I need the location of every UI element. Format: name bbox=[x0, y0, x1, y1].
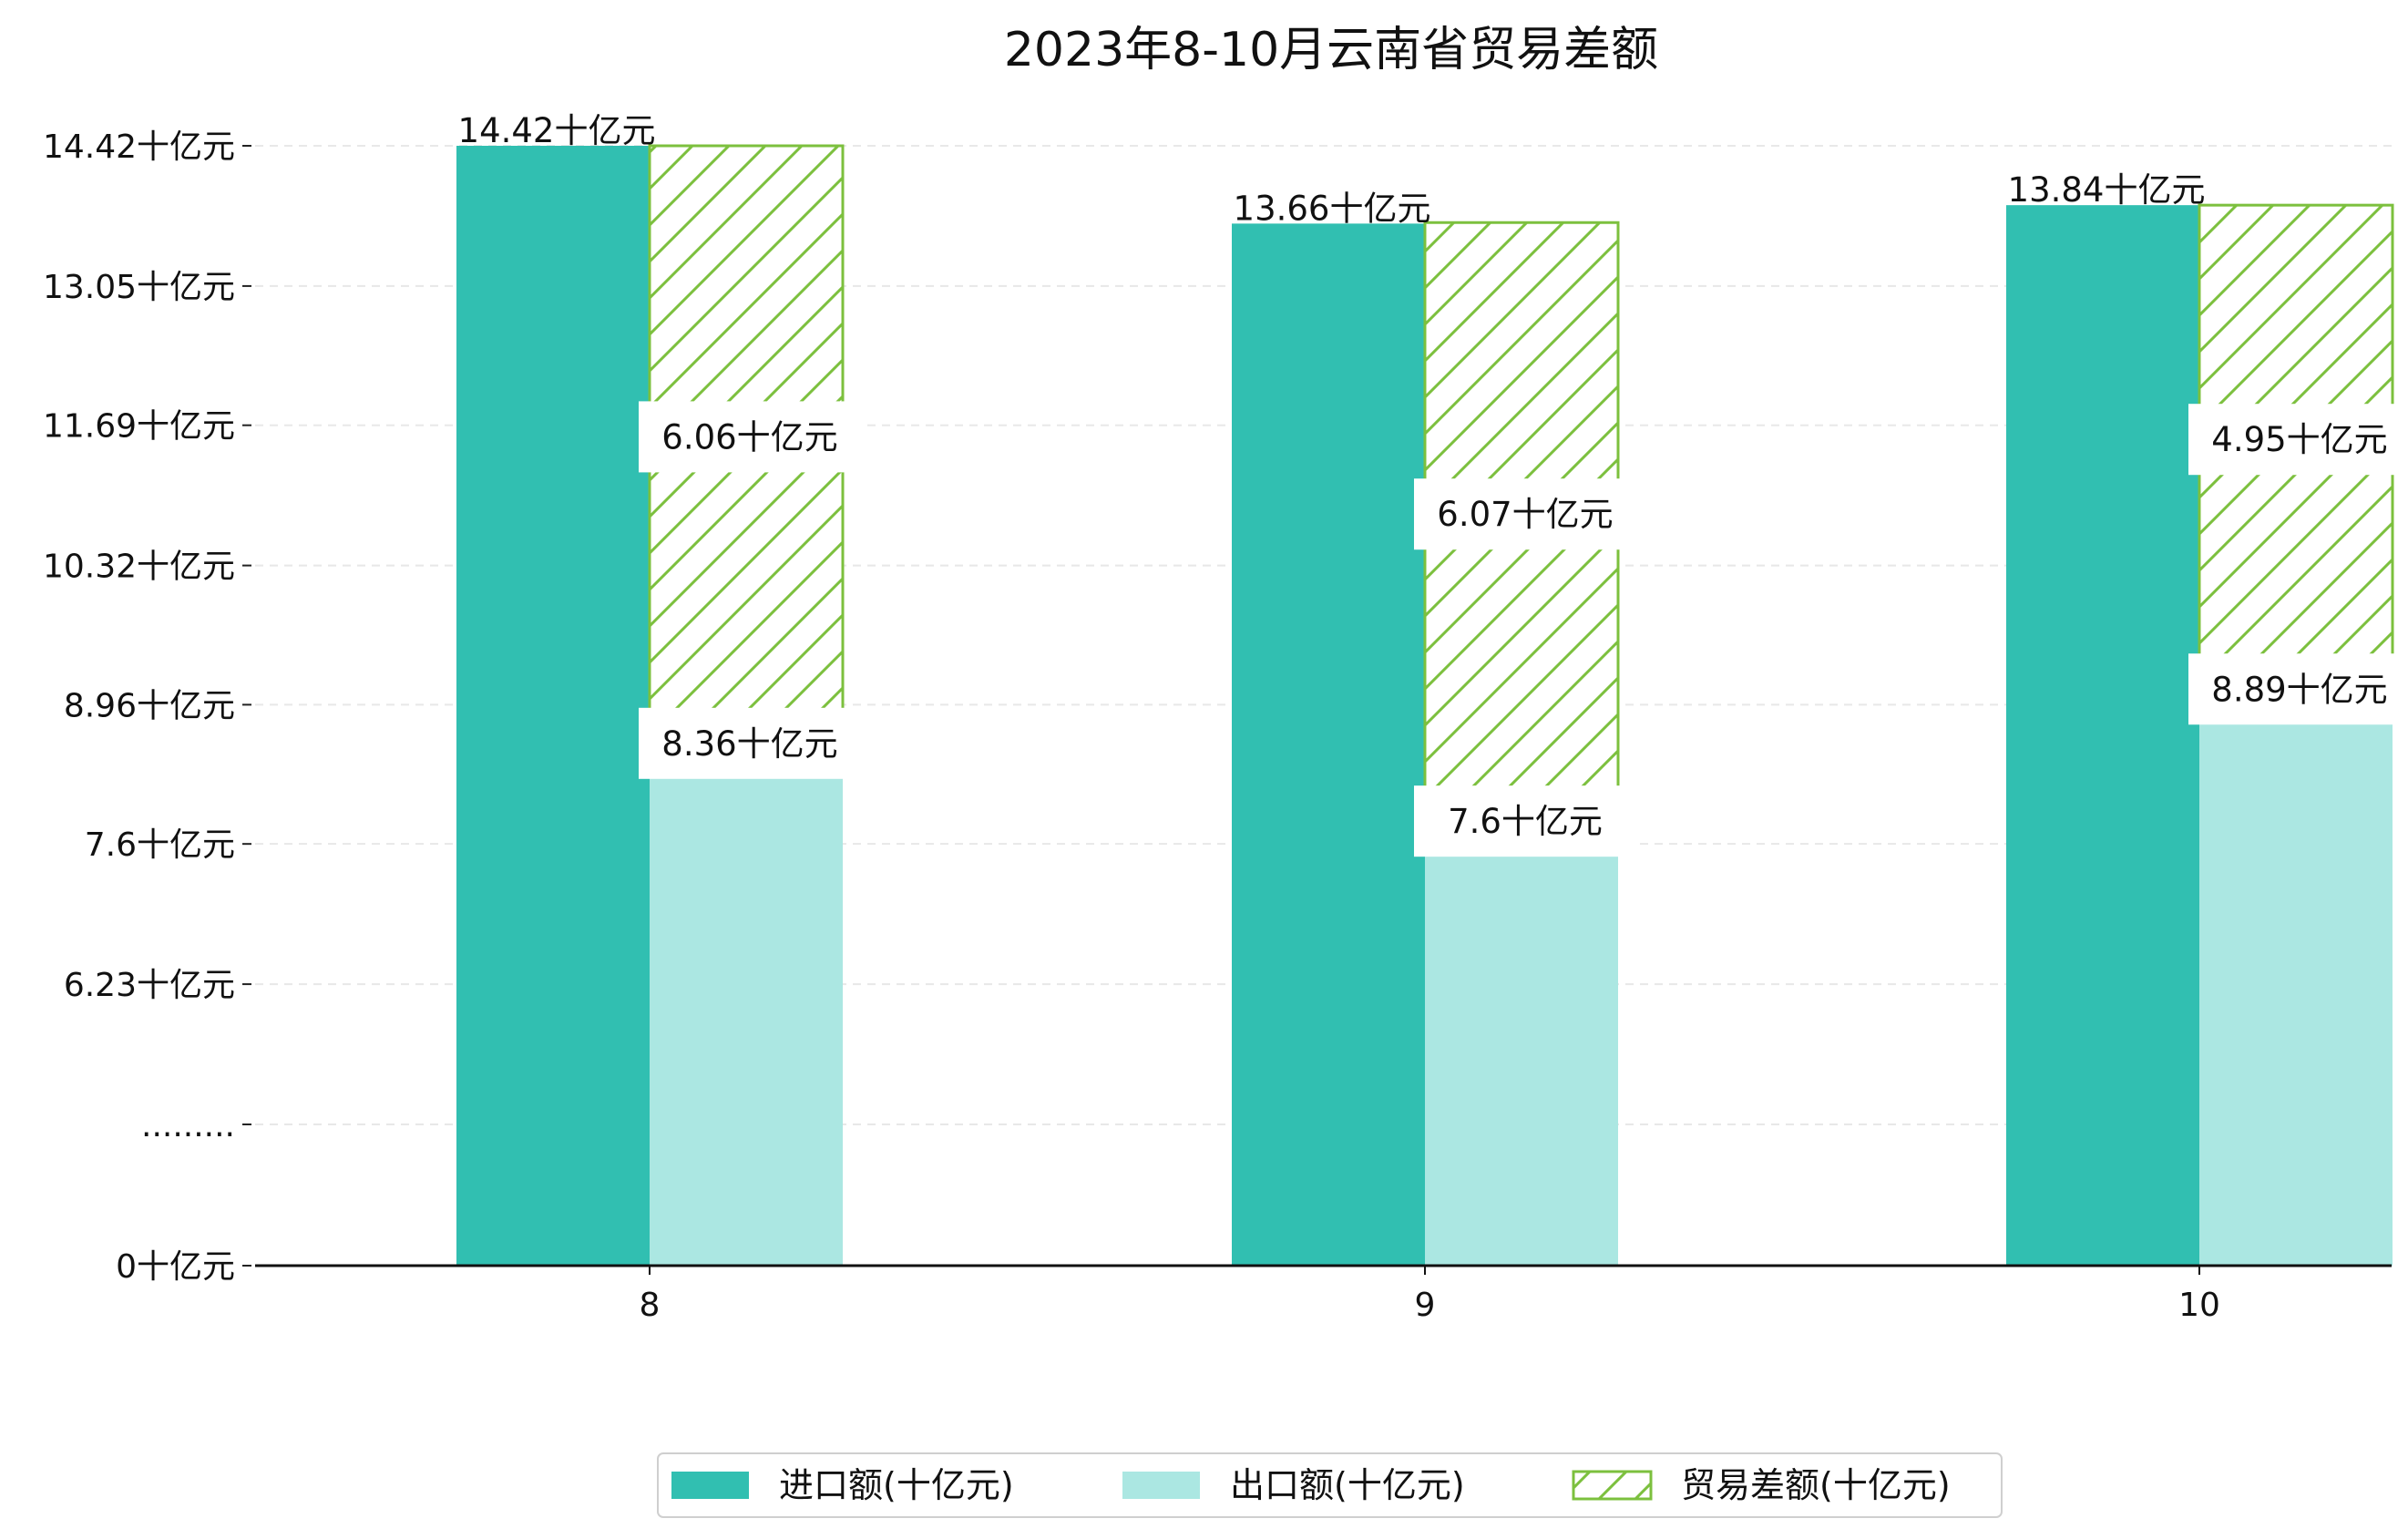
legend-swatch bbox=[671, 1472, 749, 1499]
trade-balance-value-label: 4.95十亿元 bbox=[2211, 420, 2387, 459]
import-bar bbox=[1232, 223, 1425, 1267]
axes: 0十亿元......... 6.23十亿元 7.6十亿元 8.96十亿元 10.32十亿… bbox=[43, 128, 2392, 1324]
label-background bbox=[1414, 478, 1636, 550]
y-tick-label: ......... bbox=[141, 1107, 235, 1144]
import-value-label: 13.84十亿元 bbox=[2008, 170, 2206, 210]
label-background bbox=[639, 707, 861, 779]
legend-label: 进口额(十亿元) bbox=[779, 1465, 1014, 1505]
label-background bbox=[2188, 653, 2408, 725]
legend: 进口额(十亿元) 出口额(十亿元) 贸易差额(十亿元) bbox=[657, 1452, 2003, 1518]
export-value-label: 7.6十亿元 bbox=[1448, 802, 1603, 841]
x-tick-label: 10 bbox=[2178, 1287, 2220, 1324]
export-value-label-group: 8.36十亿元 bbox=[639, 707, 861, 779]
trade-balance-value-label-group: 4.95十亿元 bbox=[2188, 404, 2408, 476]
y-tick-label: 0十亿元 bbox=[116, 1248, 235, 1286]
label-background bbox=[2188, 404, 2408, 476]
import-value-label: 13.66十亿元 bbox=[1234, 189, 1431, 228]
export-bar bbox=[2199, 712, 2393, 1266]
trade-balance-value-label-group: 6.06十亿元 bbox=[639, 401, 861, 473]
export-value-label: 8.89十亿元 bbox=[2211, 670, 2387, 709]
chart-title: 2023年8-10月云南省贸易差额 bbox=[1004, 23, 1658, 77]
import-value-label-group: 13.66十亿元 bbox=[1234, 189, 1431, 228]
data-labels: 14.42十亿元 8.36十亿元 6.06十亿元 13.66十亿元 7.6十亿元 6.07… bbox=[458, 111, 2408, 857]
label-background bbox=[1414, 785, 1636, 857]
legend-swatch bbox=[1572, 1470, 1653, 1501]
y-tick-label: 10.32十亿元 bbox=[43, 549, 235, 586]
y-tick-label: 13.05十亿元 bbox=[43, 269, 235, 306]
trade-balance-value-label: 6.07十亿元 bbox=[1437, 495, 1613, 534]
import-bar bbox=[2006, 205, 2199, 1267]
y-tick-label: 8.96十亿元 bbox=[64, 687, 235, 724]
legend-item-trade-balance: 贸易差额(十亿元) bbox=[1572, 1465, 1951, 1505]
trade-balance-value-label-group: 6.07十亿元 bbox=[1414, 478, 1636, 550]
legend-swatch bbox=[1122, 1472, 1200, 1499]
bars bbox=[456, 144, 2394, 1267]
y-tick-label: 11.69十亿元 bbox=[43, 408, 235, 446]
legend-box bbox=[657, 1452, 2003, 1518]
x-tick-label: 9 bbox=[1415, 1287, 1436, 1324]
y-tick-label: 14.42十亿元 bbox=[43, 128, 235, 166]
export-value-label: 8.36十亿元 bbox=[661, 724, 837, 764]
export-value-label-group: 8.89十亿元 bbox=[2188, 653, 2408, 725]
legend-item-import: 进口额(十亿元) bbox=[671, 1465, 1014, 1505]
legend-label: 出口额(十亿元) bbox=[1230, 1465, 1465, 1505]
legend-label: 贸易差额(十亿元) bbox=[1681, 1465, 1951, 1505]
y-tick-label: 6.23十亿元 bbox=[64, 967, 235, 1004]
import-bar bbox=[456, 146, 650, 1266]
export-bar bbox=[650, 765, 843, 1266]
trade-balance-value-label: 6.06十亿元 bbox=[661, 417, 837, 457]
y-tick-label: 7.6十亿元 bbox=[85, 826, 235, 864]
export-bar bbox=[1425, 844, 1618, 1266]
import-value-label: 14.42十亿元 bbox=[458, 111, 656, 150]
legend-item-export: 出口额(十亿元) bbox=[1122, 1465, 1465, 1505]
label-background bbox=[639, 401, 861, 473]
import-value-label-group: 14.42十亿元 bbox=[458, 111, 656, 150]
x-tick-label: 8 bbox=[640, 1287, 661, 1324]
export-value-label-group: 7.6十亿元 bbox=[1414, 785, 1636, 857]
import-value-label-group: 13.84十亿元 bbox=[2008, 170, 2206, 210]
